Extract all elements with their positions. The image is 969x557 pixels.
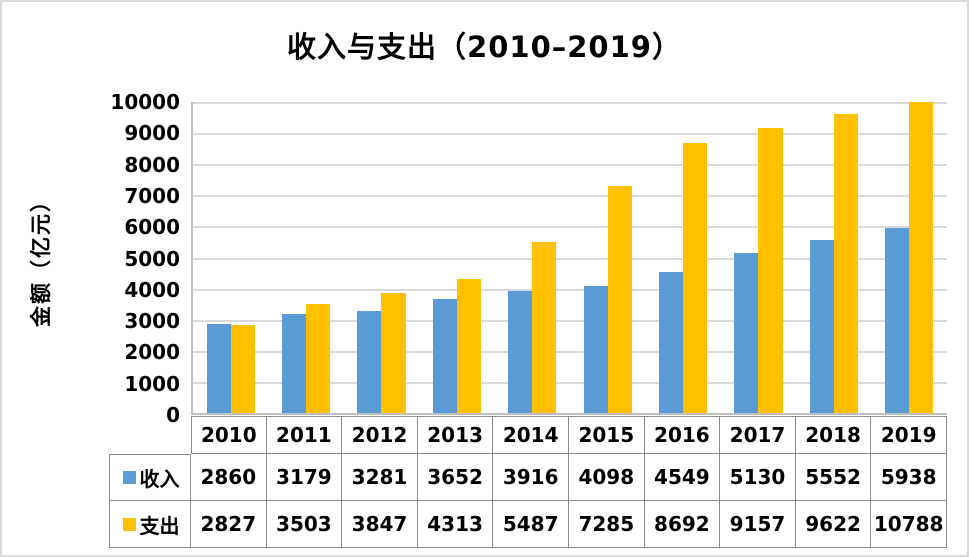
bar-income-2014	[508, 291, 533, 413]
series-name-label: 支出	[139, 513, 180, 538]
year-header-cell: 2017	[720, 416, 796, 454]
value-cell-income: 2860	[191, 454, 267, 501]
gridline	[193, 288, 947, 291]
bar-income-2016	[658, 271, 684, 413]
year-header-cell: 2014	[493, 416, 569, 454]
bar-expense-2015	[607, 186, 632, 413]
bar-income-2013	[432, 299, 457, 413]
value-cell-expense: 3847	[342, 501, 418, 548]
bar-expense-2013	[456, 278, 481, 413]
bar-income-2019	[885, 228, 910, 413]
year-header-cell: 2018	[795, 416, 872, 454]
bar-expense-2018	[833, 113, 858, 413]
y-tick-label: 0	[166, 403, 180, 427]
value-cell-income: 4549	[644, 454, 721, 501]
value-cell-expense: 8692	[644, 501, 721, 548]
bar-expense-2017	[758, 128, 783, 413]
plot-area	[191, 102, 947, 415]
value-cell-income: 3652	[417, 454, 494, 501]
data-table: 2010 2011 2012 2013 2014 2015 2016 2017 2018 2019…	[109, 416, 947, 548]
y-tick-label: 10000	[110, 90, 180, 114]
value-cell-expense: 9622	[795, 501, 872, 548]
bar-income-2011	[281, 314, 307, 413]
year-header-cell: 2015	[568, 416, 645, 454]
value-cell-expense: 4313	[417, 501, 494, 548]
gridline	[193, 164, 947, 167]
value-cell-income: 5938	[871, 454, 947, 501]
bar-income-2017	[734, 253, 759, 413]
value-cell-income: 4098	[568, 454, 645, 501]
bar-group-2016	[645, 102, 720, 413]
value-cell-income: 5552	[795, 454, 872, 501]
value-cell-expense: 7285	[568, 501, 645, 548]
bar-income-2012	[357, 310, 382, 413]
bar-group-2019	[872, 102, 947, 413]
value-cell-expense: 2827	[191, 501, 267, 548]
bar-group-2013	[419, 102, 494, 413]
y-tick-label: 1000	[124, 371, 180, 396]
y-tick-label: 8000	[124, 152, 180, 177]
bar-expense-2014	[532, 242, 557, 413]
series-legend-cell: 收入	[109, 454, 191, 501]
value-cell-income: 3281	[342, 454, 418, 501]
series-legend-cell: 支出	[109, 501, 191, 548]
gridline	[193, 102, 947, 104]
bar-group-2018	[796, 102, 871, 413]
legend-color-swatch-expense	[122, 517, 136, 531]
year-header-cell: 2011	[266, 416, 343, 454]
y-tick-label: 6000	[124, 215, 180, 240]
series-name-label: 收入	[139, 467, 180, 491]
bar-expense-2012	[381, 293, 406, 413]
bar-group-2010	[193, 102, 268, 413]
y-tick-label: 4000	[124, 277, 180, 302]
bar-income-2015	[583, 285, 608, 413]
year-header-cell: 2010	[191, 416, 267, 454]
year-header-cell: 2016	[644, 416, 721, 454]
chart-title: 收入与支出（2010–2019）	[287, 30, 682, 64]
gridline	[193, 257, 947, 260]
gridline	[193, 319, 947, 322]
gridline	[193, 195, 947, 198]
year-header-cell: 2019	[871, 416, 947, 454]
value-cell-income: 3179	[266, 454, 343, 501]
value-cell-expense: 9157	[720, 501, 796, 548]
year-header-cell: 2013	[417, 416, 494, 454]
bar-expense-2010	[230, 325, 255, 413]
y-tick-label: 3000	[124, 309, 180, 334]
bar-income-2010	[206, 324, 231, 413]
y-tick-label: 9000	[124, 121, 180, 146]
bar-expense-2019	[909, 102, 934, 413]
value-cell-income: 5130	[720, 454, 796, 501]
bar-group-2014	[495, 102, 570, 413]
bar-group-2011	[268, 102, 343, 413]
legend-color-swatch-income	[122, 471, 136, 484]
value-cell-expense: 5487	[493, 501, 569, 548]
value-cell-expense: 10788	[871, 501, 947, 548]
year-header-cell: 2012	[342, 416, 418, 454]
bar-expense-2011	[306, 304, 331, 413]
y-tick-label: 7000	[124, 183, 180, 208]
bar-group-2012	[344, 102, 419, 413]
y-tick-label: 5000	[124, 246, 180, 271]
gridline	[193, 133, 947, 136]
value-cell-expense: 3503	[266, 501, 343, 548]
gridline	[193, 350, 947, 353]
bar-income-2018	[809, 240, 834, 413]
value-cell-income: 3916	[493, 454, 569, 501]
bar-expense-2016	[683, 142, 708, 413]
bar-group-2015	[570, 102, 645, 413]
gridline	[193, 226, 947, 229]
y-tick-label: 2000	[124, 340, 180, 365]
bar-group-2017	[721, 102, 796, 413]
table-corner-spacer	[109, 416, 191, 454]
gridline	[193, 381, 947, 384]
